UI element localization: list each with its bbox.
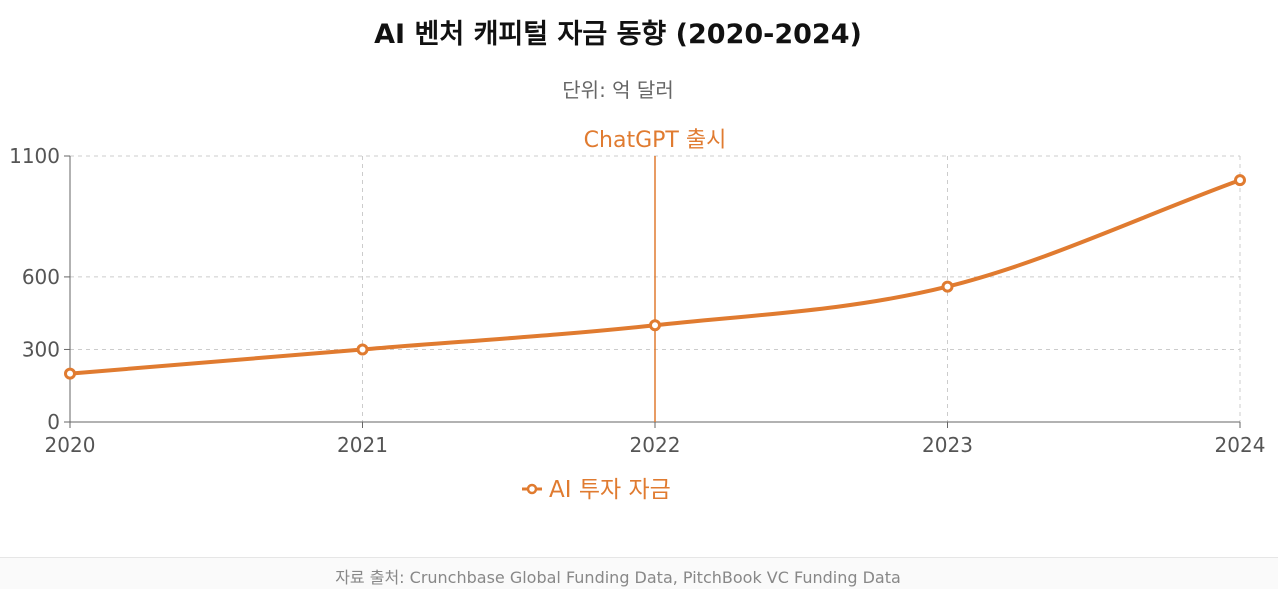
line-chart: 0 300 600 1100 2020 2021 2022 2023 2024 ChatGPT … (9, 128, 1265, 503)
chart-title: AI 벤처 캐피털 자금 동향 (2020-2024) (374, 19, 862, 50)
source-note: 자료 출처: Crunchbase Global Funding Data, P… (335, 568, 901, 587)
data-point (941, 280, 954, 293)
legend-layer: AI 투자 자금 (522, 477, 671, 503)
reference-label: ChatGPT 출시 (584, 128, 727, 153)
y-tick-label: 1100 (9, 144, 60, 168)
x-tick-label: 2024 (1215, 433, 1266, 457)
y-tick-label: 300 (22, 337, 60, 361)
data-point (1234, 174, 1246, 187)
chart-container: AI 벤처 캐피털 자금 동향 (2020-2024) 단위: 억 달러 0 30… (9, 19, 1265, 503)
legend-marker-icon (526, 483, 538, 495)
data-point (649, 319, 661, 332)
x-tick-label: 2022 (630, 433, 681, 457)
legend-label: AI 투자 자금 (549, 477, 671, 503)
x-tick-label: 2021 (337, 433, 388, 457)
chart-subtitle: 단위: 억 달러 (562, 78, 674, 102)
data-point (356, 343, 369, 356)
annotation-layer: ChatGPT 출시 (584, 128, 727, 422)
x-tick-label: 2023 (922, 433, 973, 457)
data-point (64, 367, 76, 380)
footer: 자료 출처: Crunchbase Global Funding Data, P… (0, 557, 1278, 589)
axis-layer: 0 300 600 1100 2020 2021 2022 2023 2024 (9, 144, 1265, 457)
x-tick-label: 2020 (45, 433, 96, 457)
y-tick-label: 0 (47, 410, 60, 434)
y-tick-label: 600 (22, 265, 60, 289)
series-layer (64, 174, 1246, 380)
